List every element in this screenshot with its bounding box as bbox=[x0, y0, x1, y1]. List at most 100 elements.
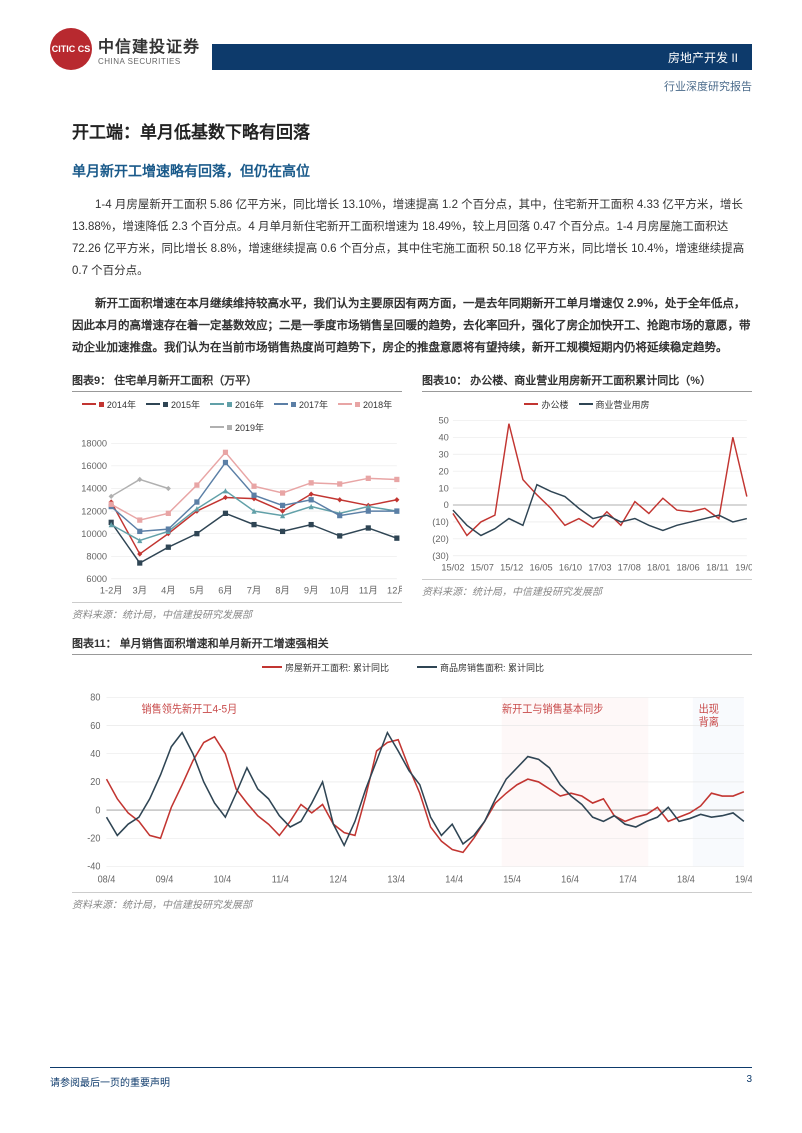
svg-text:14/4: 14/4 bbox=[445, 873, 463, 884]
svg-text:18/11: 18/11 bbox=[706, 563, 729, 574]
legend-item: 2015年 bbox=[146, 398, 200, 411]
svg-text:(30): (30) bbox=[432, 551, 449, 562]
svg-text:12000: 12000 bbox=[81, 506, 107, 517]
svg-text:08/4: 08/4 bbox=[98, 873, 116, 884]
svg-text:20: 20 bbox=[438, 466, 448, 477]
svg-text:10000: 10000 bbox=[81, 529, 107, 540]
svg-text:(20): (20) bbox=[432, 534, 449, 545]
chart11-legend: 房屋新开工面积: 累计同比 商品房销售面积: 累计同比 bbox=[72, 661, 752, 674]
svg-text:出现: 出现 bbox=[699, 702, 719, 715]
svg-text:14000: 14000 bbox=[81, 483, 107, 494]
svg-text:12/4: 12/4 bbox=[329, 873, 347, 884]
chart9-canvas: 6000800010000120001400016000180001-2月3月4… bbox=[72, 438, 402, 598]
chart11-container: 图表11： 单月销售面积增速和单月新开工增速强相关 房屋新开工面积: 累计同比 商… bbox=[72, 635, 752, 911]
svg-text:19/4: 19/4 bbox=[735, 873, 752, 884]
svg-text:3月: 3月 bbox=[133, 586, 147, 597]
paragraph-1: 1-4 月房屋新开工面积 5.86 亿平方米，同比增长 13.10%，增速提高 … bbox=[72, 195, 752, 282]
svg-text:18/06: 18/06 bbox=[676, 563, 699, 574]
svg-text:1-2月: 1-2月 bbox=[100, 586, 123, 597]
company-name-cn: 中信建投证券 bbox=[98, 33, 200, 57]
chart10-container: 图表10： 办公楼、商业营业用房新开工面积累计同比（%） 办公楼商业营业用房 (… bbox=[422, 372, 752, 621]
section-heading-1: 开工端：单月低基数下略有回落 bbox=[72, 118, 752, 143]
svg-text:17/03: 17/03 bbox=[588, 563, 611, 574]
svg-text:10: 10 bbox=[438, 483, 448, 494]
chart11-canvas: -40 -20 0 20 40 60 80 08/4 09/4 10/4 11/4 12/4 13/4 1… bbox=[72, 678, 752, 888]
chart10-source: 资料来源：统计局，中信建投研究发展部 bbox=[422, 579, 752, 598]
svg-text:15/02: 15/02 bbox=[441, 563, 464, 574]
chart9-title: 图表9： 住宅单月新开工面积（万平） bbox=[72, 372, 402, 392]
svg-text:8月: 8月 bbox=[275, 586, 289, 597]
svg-text:销售领先新开工4-5月: 销售领先新开工4-5月 bbox=[141, 702, 237, 715]
chart9-legend: 2014年 2015年 2016年 2017年 2018年 2019年 bbox=[72, 398, 402, 434]
svg-text:12月: 12月 bbox=[387, 586, 402, 597]
logo-text: 中信建投证券 CHINA SECURITIES bbox=[98, 33, 200, 66]
legend-item: 办公楼 bbox=[524, 398, 568, 411]
svg-text:5月: 5月 bbox=[190, 586, 204, 597]
svg-text:13/4: 13/4 bbox=[387, 873, 405, 884]
chart10-title: 图表10： 办公楼、商业营业用房新开工面积累计同比（%） bbox=[422, 372, 752, 392]
legend-item: 2017年 bbox=[274, 398, 328, 411]
svg-text:15/4: 15/4 bbox=[503, 873, 521, 884]
svg-text:15/07: 15/07 bbox=[471, 563, 494, 574]
svg-text:20: 20 bbox=[90, 776, 100, 787]
legend-item: 房屋新开工面积: 累计同比 bbox=[262, 661, 389, 674]
svg-text:新开工与销售基本同步: 新开工与销售基本同步 bbox=[502, 702, 603, 715]
svg-text:(10): (10) bbox=[432, 517, 449, 528]
header-banner: 房地产开发 II bbox=[212, 44, 752, 70]
svg-text:60: 60 bbox=[90, 719, 100, 730]
svg-text:11月: 11月 bbox=[359, 586, 378, 597]
svg-text:0: 0 bbox=[95, 804, 100, 815]
svg-text:9月: 9月 bbox=[304, 586, 318, 597]
legend-item: 2016年 bbox=[210, 398, 264, 411]
svg-text:16/05: 16/05 bbox=[529, 563, 552, 574]
footer-disclaimer: 请参阅最后一页的重要声明 bbox=[50, 1074, 170, 1089]
svg-text:-40: -40 bbox=[87, 860, 100, 871]
report-type-label: 行业深度研究报告 bbox=[0, 70, 802, 94]
company-name-en: CHINA SECURITIES bbox=[98, 57, 200, 66]
chart11-title: 图表11： 单月销售面积增速和单月新开工增速强相关 bbox=[72, 635, 752, 655]
svg-text:15/12: 15/12 bbox=[500, 563, 523, 574]
logo-block: CITIC CS 中信建投证券 CHINA SECURITIES bbox=[50, 28, 200, 70]
svg-text:11/4: 11/4 bbox=[272, 873, 289, 884]
svg-text:16000: 16000 bbox=[81, 461, 107, 472]
svg-text:16/4: 16/4 bbox=[561, 873, 579, 884]
chart-row-1: 图表9： 住宅单月新开工面积（万平） 2014年2015年2016年2017年2… bbox=[72, 372, 752, 621]
chart9-container: 图表9： 住宅单月新开工面积（万平） 2014年2015年2016年2017年2… bbox=[72, 372, 402, 621]
svg-text:背离: 背离 bbox=[699, 715, 719, 728]
chart10-legend: 办公楼商业营业用房 bbox=[422, 398, 752, 411]
svg-text:7月: 7月 bbox=[247, 586, 261, 597]
legend-item: 2019年 bbox=[210, 421, 264, 434]
svg-text:17/08: 17/08 bbox=[618, 563, 641, 574]
svg-text:40: 40 bbox=[438, 432, 448, 443]
content-area: 开工端：单月低基数下略有回落 单月新开工增速略有回落，但仍在高位 1-4 月房屋… bbox=[0, 94, 802, 911]
legend-item: 2018年 bbox=[338, 398, 392, 411]
svg-text:30: 30 bbox=[438, 449, 448, 460]
svg-text:18/4: 18/4 bbox=[677, 873, 695, 884]
svg-text:18/01: 18/01 bbox=[647, 563, 670, 574]
page-footer: 请参阅最后一页的重要声明 3 bbox=[50, 1067, 752, 1089]
svg-text:09/4: 09/4 bbox=[156, 873, 174, 884]
svg-text:10月: 10月 bbox=[330, 586, 350, 597]
chart11-source: 资料来源：统计局，中信建投研究发展部 bbox=[72, 892, 752, 911]
svg-text:16/10: 16/10 bbox=[559, 563, 582, 574]
svg-text:17/4: 17/4 bbox=[619, 873, 637, 884]
svg-text:40: 40 bbox=[90, 748, 100, 759]
logo-icon: CITIC CS bbox=[50, 28, 92, 70]
chart9-source: 资料来源：统计局，中信建投研究发展部 bbox=[72, 602, 402, 621]
svg-text:-20: -20 bbox=[87, 832, 100, 843]
legend-item: 2014年 bbox=[82, 398, 136, 411]
svg-text:80: 80 bbox=[90, 691, 100, 702]
legend-item: 商品房销售面积: 累计同比 bbox=[417, 661, 544, 674]
legend-item: 商业营业用房 bbox=[579, 398, 650, 411]
svg-text:0: 0 bbox=[444, 500, 449, 511]
svg-text:4月: 4月 bbox=[161, 586, 175, 597]
svg-text:19/04: 19/04 bbox=[735, 563, 752, 574]
paragraph-2: 新开工面积增速在本月继续维持较高水平，我们认为主要原因有两方面，一是去年同期新开… bbox=[72, 294, 752, 360]
svg-text:10/4: 10/4 bbox=[214, 873, 232, 884]
svg-text:6月: 6月 bbox=[218, 586, 232, 597]
chart10-canvas: (30)(20)(10)0102030405015/0215/0715/1216… bbox=[422, 415, 752, 575]
page-header: CITIC CS 中信建投证券 CHINA SECURITIES 房地产开发 I… bbox=[0, 0, 802, 70]
svg-text:18000: 18000 bbox=[81, 438, 107, 449]
svg-text:8000: 8000 bbox=[86, 551, 107, 562]
section-heading-2: 单月新开工增速略有回落，但仍在高位 bbox=[72, 161, 752, 181]
